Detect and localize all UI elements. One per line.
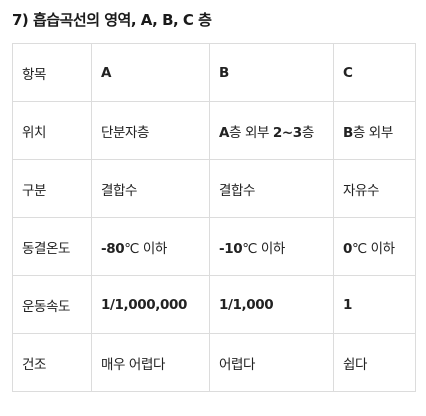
cell-freezing-a-unit: ℃ 이하 [124,240,167,257]
header-b: B [209,43,334,102]
cell-freezing-a-value: -80 [101,240,125,257]
row-label-motion-speed: 운동속도 [12,275,92,334]
table-row-freezing-temp: 동결온도 -80℃ 이하 -10℃ 이하 0℃ 이하 [12,217,416,276]
table-row-drying: 건조 매우 어렵다 어렵다 쉽다 [12,333,416,392]
cell-freezing-b-value: -10 [219,240,243,257]
cell-drying-c: 쉽다 [333,333,416,392]
cell-position-b-layer: A [219,124,230,141]
cell-position-b-suffix: 층 [301,124,314,141]
table-header-row: 항목 A B C [12,43,416,102]
cell-classification-c: 자유수 [333,159,416,218]
cell-position-b-text: 층 외부 [229,124,273,141]
row-label-classification: 구분 [12,159,92,218]
table-row-motion-speed: 운동속도 1/1,000,000 1/1,000 1 [12,275,416,334]
cell-position-c: B층 외부 [333,101,416,160]
cell-freezing-b: -10℃ 이하 [209,217,334,276]
cell-freezing-c-unit: ℃ 이하 [352,240,395,257]
header-a: A [91,43,210,102]
cell-position-c-text: 층 외부 [352,124,393,141]
cell-freezing-b-unit: ℃ 이하 [242,240,285,257]
cell-freezing-a: -80℃ 이하 [91,217,210,276]
header-item: 항목 [12,43,92,102]
section-heading: 7) 흡습곡선의 영역, A, B, C 층 [12,11,212,29]
table-row-classification: 구분 결합수 결합수 자유수 [12,159,416,218]
cell-position-b: A층 외부 2~3층 [209,101,334,160]
cell-freezing-c: 0℃ 이하 [333,217,416,276]
cell-position-b-count: 2~3 [272,124,302,141]
cell-position-a: 단분자층 [91,101,210,160]
cell-drying-b: 어렵다 [209,333,334,392]
cell-position-c-layer: B [343,124,353,141]
cell-classification-b: 결합수 [209,159,334,218]
adsorption-layer-table: 항목 A B C 위치 단분자층 A층 외부 2~3층 B층 외부 구분 결합수… [12,43,416,392]
cell-freezing-c-value: 0 [343,240,352,257]
row-label-position: 위치 [12,101,92,160]
cell-motion-c: 1 [333,275,416,334]
row-label-drying: 건조 [12,333,92,392]
table-row-position: 위치 단분자층 A층 외부 2~3층 B층 외부 [12,101,416,160]
cell-motion-b: 1/1,000 [209,275,334,334]
row-label-freezing-temp: 동결온도 [12,217,92,276]
cell-classification-a: 결합수 [91,159,210,218]
header-c: C [333,43,416,102]
cell-motion-a: 1/1,000,000 [91,275,210,334]
cell-drying-a: 매우 어렵다 [91,333,210,392]
